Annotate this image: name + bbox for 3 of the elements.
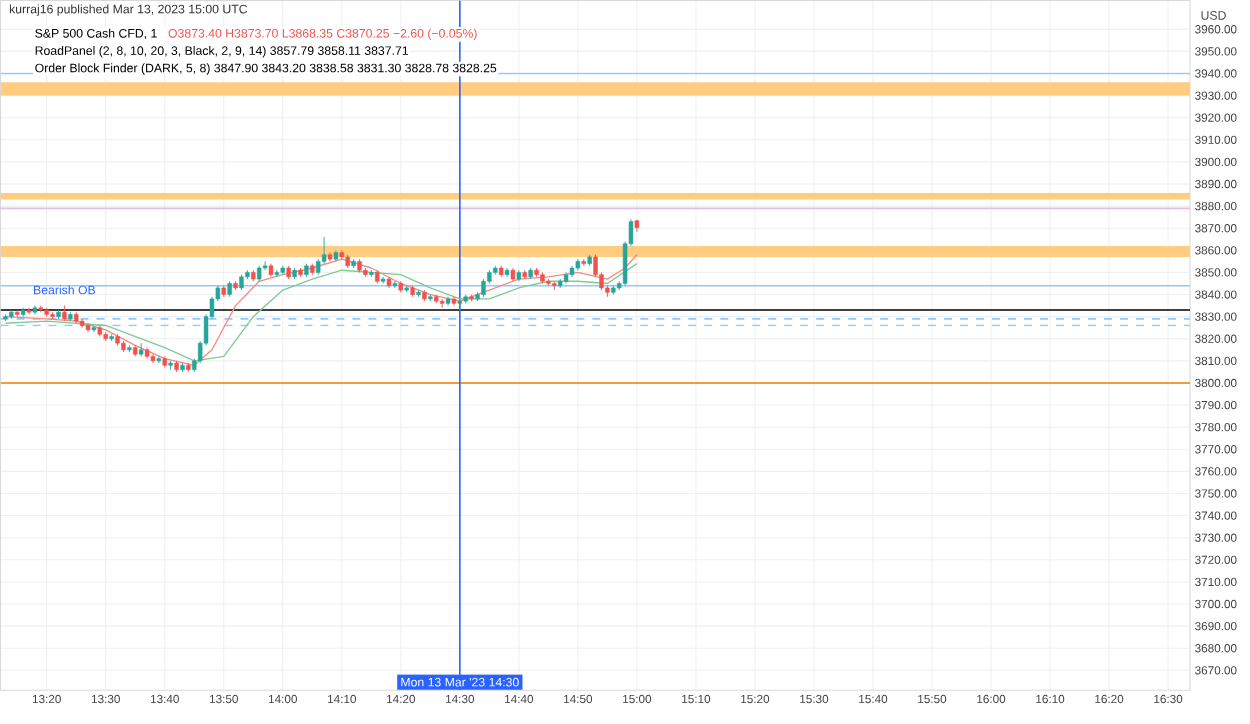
candlestick (138, 342, 144, 357)
candlestick (504, 267, 510, 277)
candlestick (392, 280, 398, 288)
